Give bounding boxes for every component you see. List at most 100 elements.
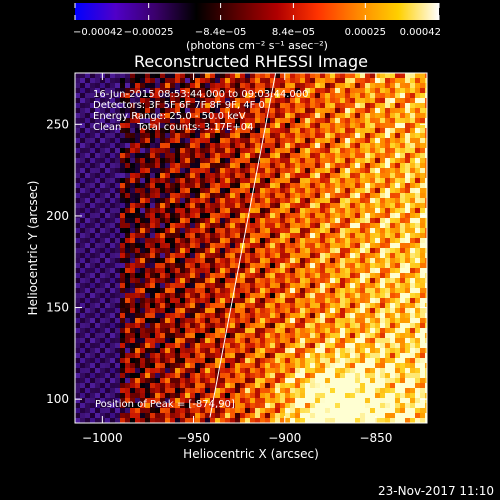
heatmap-cell <box>415 188 420 193</box>
heatmap-cell <box>290 153 295 158</box>
heatmap-cell <box>160 168 165 173</box>
heatmap-cell <box>415 88 420 93</box>
heatmap-cell <box>245 393 250 398</box>
heatmap-cell <box>120 128 125 133</box>
heatmap-cell <box>350 293 355 298</box>
heatmap-cell <box>180 128 185 133</box>
heatmap-cell <box>405 103 410 108</box>
heatmap-cell <box>125 183 130 188</box>
heatmap-cell <box>230 408 235 413</box>
heatmap-cell <box>285 153 290 158</box>
heatmap-cell <box>165 88 170 93</box>
heatmap-cell <box>420 73 425 78</box>
heatmap-cell <box>225 358 230 363</box>
heatmap-cell <box>355 223 360 228</box>
heatmap-cell <box>260 228 265 233</box>
heatmap-cell <box>135 323 140 328</box>
heatmap-cell <box>265 313 270 318</box>
heatmap-cell <box>235 393 240 398</box>
heatmap-cell <box>335 263 340 268</box>
heatmap-cell <box>210 183 215 188</box>
heatmap-cell <box>200 93 205 98</box>
heatmap-cell <box>75 218 80 223</box>
heatmap-cell <box>200 188 205 193</box>
plot-frame <box>74 72 428 424</box>
heatmap-cell <box>335 358 340 363</box>
heatmap-cell <box>260 318 265 323</box>
heatmap-cell <box>85 418 90 423</box>
heatmap-cell <box>260 168 265 173</box>
heatmap-cell <box>235 78 240 83</box>
heatmap-cell <box>210 193 215 198</box>
heatmap-cell <box>320 103 325 108</box>
heatmap-cell <box>105 398 110 403</box>
heatmap-cell <box>195 358 200 363</box>
heatmap-cell <box>80 213 85 218</box>
heatmap-cell <box>110 133 115 138</box>
heatmap-cell <box>330 178 335 183</box>
heatmap-cell <box>160 378 165 383</box>
heatmap-cell <box>400 148 405 153</box>
heatmap-cell <box>365 108 370 113</box>
heatmap-cell <box>205 263 210 268</box>
heatmap-cell <box>305 308 310 313</box>
heatmap-cell <box>420 178 425 183</box>
heatmap-cell <box>395 143 400 148</box>
heatmap-cell <box>425 373 427 378</box>
heatmap-cell <box>270 113 275 118</box>
heatmap-cell <box>255 308 260 313</box>
heatmap-cell <box>420 268 425 273</box>
heatmap-cell <box>345 193 350 198</box>
heatmap-cell <box>215 228 220 233</box>
heatmap-cell <box>185 113 190 118</box>
heatmap-cell <box>115 378 120 383</box>
heatmap-cell <box>385 123 390 128</box>
heatmap-cell <box>300 288 305 293</box>
heatmap-cell <box>105 303 110 308</box>
heatmap-cell <box>370 333 375 338</box>
heatmap-cell <box>130 223 135 228</box>
heatmap-cell <box>330 233 335 238</box>
heatmap-cell <box>255 173 260 178</box>
heatmap-cell <box>265 273 270 278</box>
heatmap-cell <box>155 293 160 298</box>
heatmap-cell <box>370 188 375 193</box>
heatmap-cell <box>260 108 265 113</box>
heatmap-cell <box>160 118 165 123</box>
heatmap-cell <box>130 123 135 128</box>
heatmap-cell <box>390 208 395 213</box>
heatmap-cell <box>95 283 100 288</box>
heatmap-cell <box>240 248 245 253</box>
heatmap-cell <box>255 353 260 358</box>
heatmap-cell <box>310 368 315 373</box>
heatmap-cell <box>260 153 265 158</box>
heatmap-cell <box>125 383 130 388</box>
heatmap-cell <box>355 373 360 378</box>
heatmap-cell <box>155 118 160 123</box>
heatmap-cell <box>410 233 415 238</box>
heatmap-cell <box>340 73 345 78</box>
heatmap-cell <box>305 103 310 108</box>
heatmap-cell <box>155 98 160 103</box>
heatmap-cell <box>285 103 290 108</box>
heatmap-cell <box>265 78 270 83</box>
heatmap-cell <box>100 273 105 278</box>
heatmap-cell <box>290 263 295 268</box>
heatmap-cell <box>355 123 360 128</box>
heatmap-cell <box>365 283 370 288</box>
heatmap-cell <box>375 403 380 408</box>
heatmap-cell <box>425 243 427 248</box>
heatmap-cell <box>420 363 425 368</box>
heatmap-cell <box>130 168 135 173</box>
heatmap-cell <box>365 238 370 243</box>
heatmap-cell <box>320 258 325 263</box>
heatmap-cell <box>240 123 245 128</box>
heatmap-cell <box>295 308 300 313</box>
heatmap-cell <box>150 318 155 323</box>
heatmap-cell <box>125 353 130 358</box>
heatmap-cell <box>145 338 150 343</box>
heatmap-cell <box>245 398 250 403</box>
heatmap-cell <box>125 313 130 318</box>
heatmap-cell <box>120 348 125 353</box>
heatmap-cell <box>120 203 125 208</box>
